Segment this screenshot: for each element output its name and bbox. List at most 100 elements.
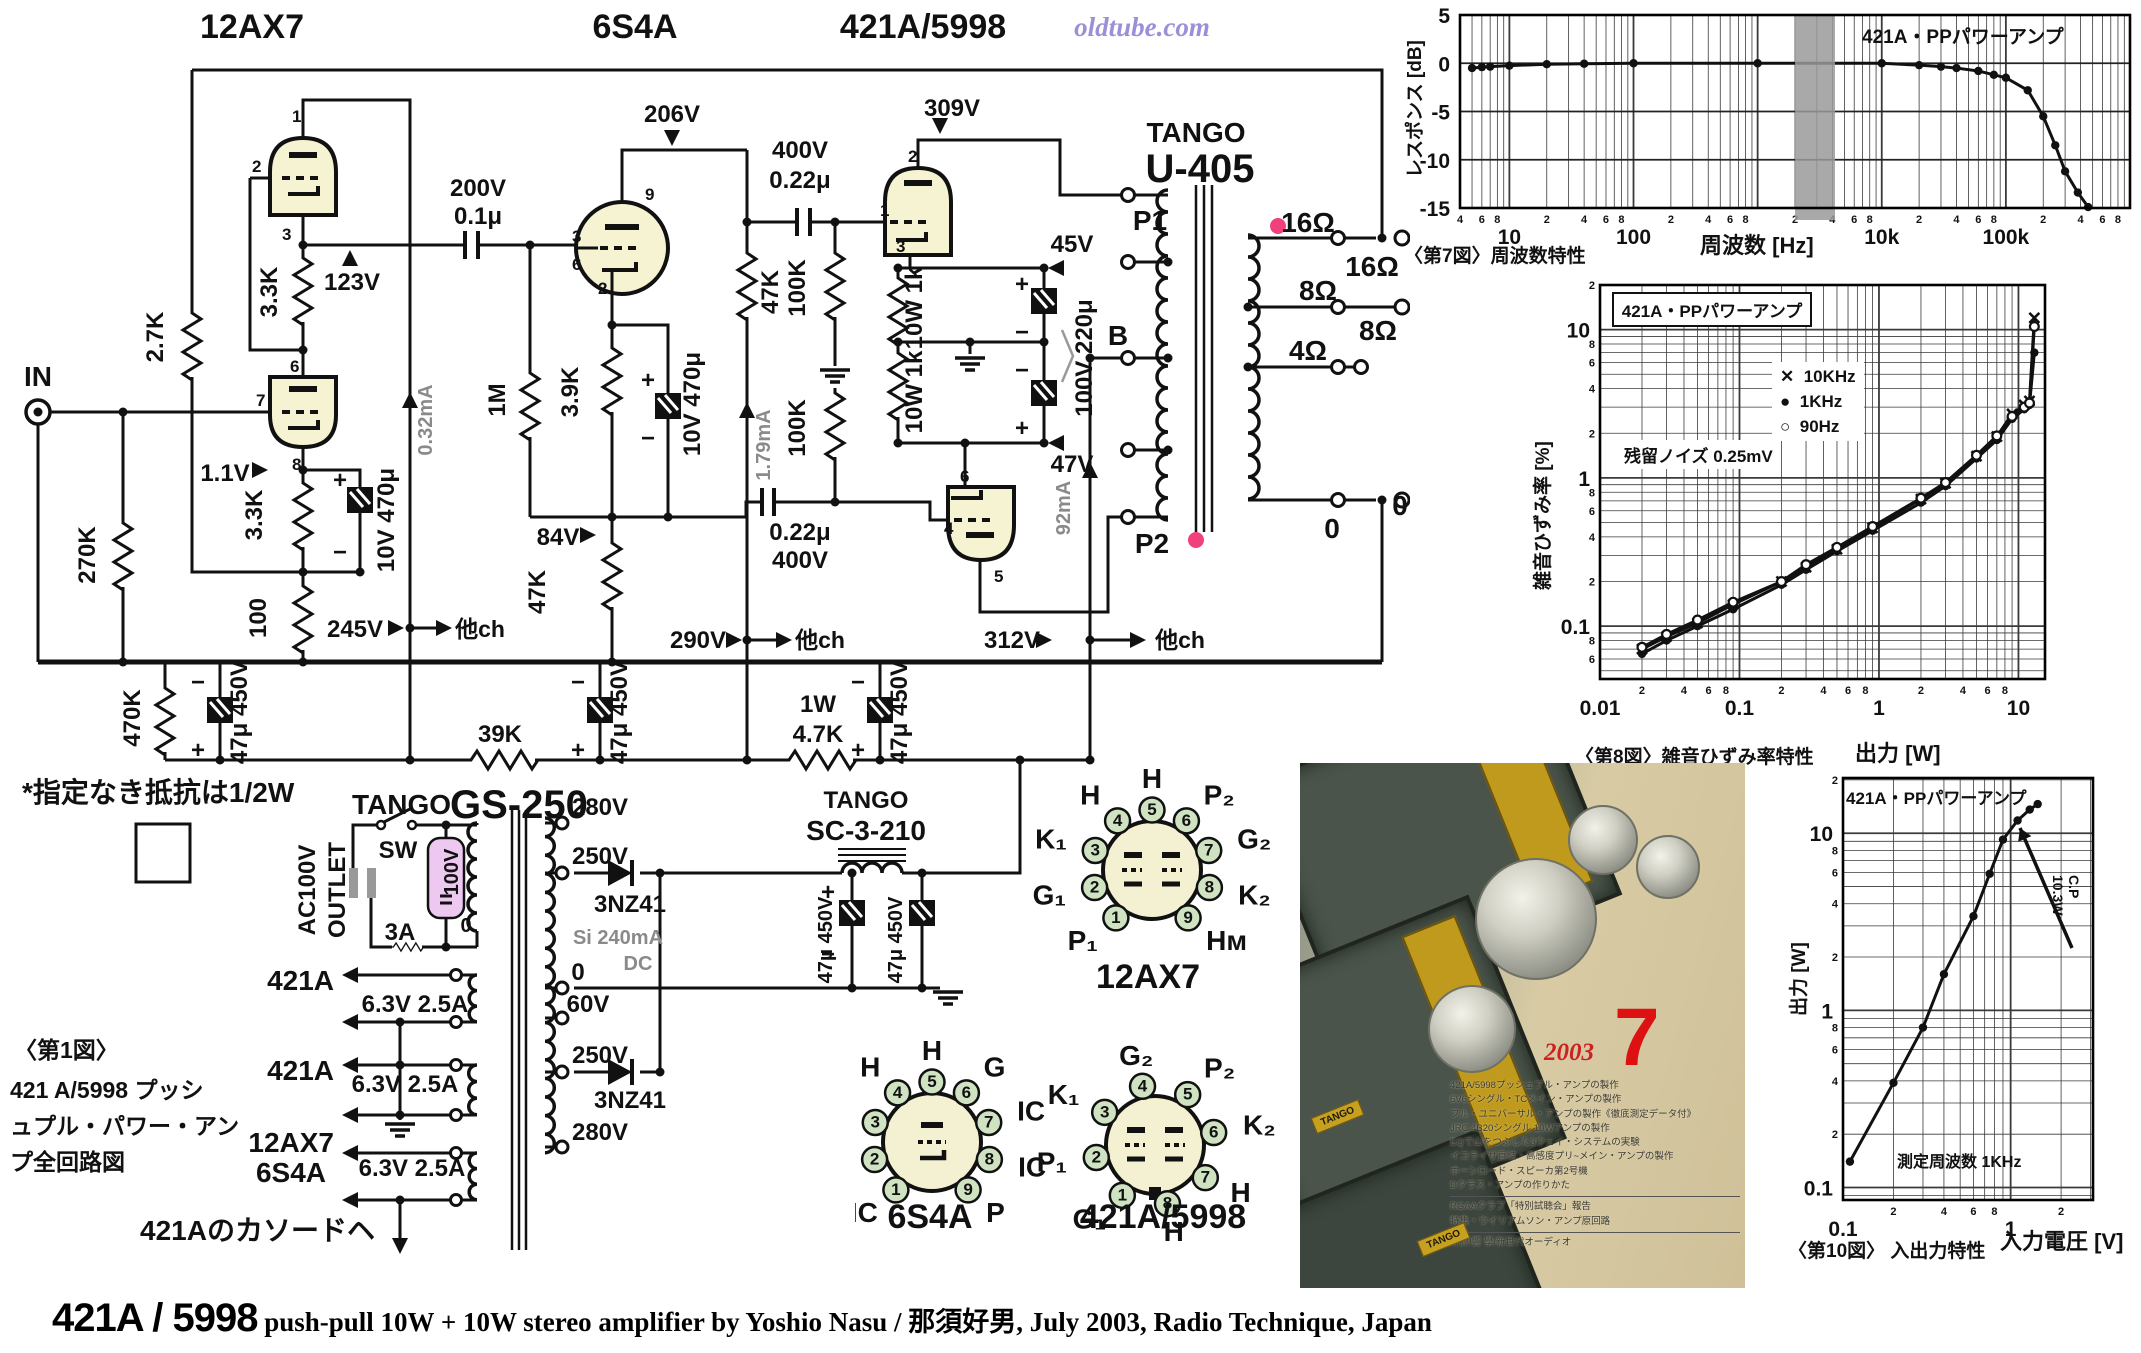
sec-8ohm-b: 8Ω — [1359, 315, 1397, 346]
chart2-xlabel: 出力 [W] — [1855, 741, 1941, 766]
svg-text:3: 3 — [871, 1112, 880, 1131]
resistor-4k7-w: 1W — [800, 691, 836, 718]
resistor-1k-10w-1: 10W 1k — [901, 266, 928, 349]
svg-text:0.01: 0.01 — [1580, 697, 1621, 720]
pin-label-G₁: G₁ — [1033, 879, 1066, 910]
choke-brand: TANGO — [824, 787, 909, 814]
dc-label: DC — [624, 953, 653, 975]
svg-text:4: 4 — [1832, 899, 1839, 911]
svg-text:4: 4 — [1820, 685, 1827, 697]
photo-issue: 7 — [1614, 992, 1660, 1083]
svg-text:0.1: 0.1 — [1828, 1218, 1858, 1241]
minus-sign: − — [821, 941, 835, 968]
svg-text:6: 6 — [1832, 868, 1838, 880]
pin-8 — [1153, 1189, 1182, 1218]
pt-model: GS-250 — [450, 783, 588, 827]
chart1-title: 421A・PPパワーアンプ — [1862, 27, 2064, 48]
sec-60v: 60V — [567, 991, 610, 1018]
svg-text:4: 4 — [1581, 214, 1588, 226]
cap-470u-a: 10V 470μ — [373, 468, 400, 572]
pin-label-K₂: K₂ — [1238, 879, 1271, 910]
sec-8ohm-a: 8Ω — [1299, 275, 1337, 306]
svg-text:2: 2 — [1589, 280, 1595, 292]
svg-text:4: 4 — [1960, 685, 1967, 697]
pin-label-G₂: G₂ — [1119, 1040, 1153, 1071]
pin-label-IC: IC — [1018, 1151, 1046, 1182]
pin-number: 1 — [880, 201, 889, 220]
svg-text:6: 6 — [1984, 685, 1990, 697]
svg-text:100k: 100k — [1983, 226, 2030, 249]
voltage-45v: 45V — [1051, 231, 1094, 258]
pin-number: 2 — [598, 279, 607, 298]
photo-year: 2003 — [1544, 1039, 1594, 1066]
pin-label-Hм: Hм — [1206, 925, 1247, 956]
chart3-caption: 〈第10図〉 入出力特性 — [1788, 1241, 1986, 1262]
svg-text:6: 6 — [1975, 214, 1981, 226]
svg-text:8: 8 — [2115, 214, 2121, 226]
svg-text:4: 4 — [1941, 1206, 1948, 1218]
heater-v1: 6.3V 2.5A — [362, 991, 469, 1018]
svg-text:8: 8 — [2002, 685, 2008, 697]
svg-text:8: 8 — [1832, 1023, 1838, 1035]
cap-220u: 100V 220μ — [1071, 299, 1098, 416]
svg-text:6: 6 — [1182, 811, 1191, 830]
pin-4 — [883, 1079, 912, 1107]
pin-4 — [1128, 1072, 1157, 1101]
svg-text:8: 8 — [1589, 339, 1595, 351]
svg-text:10k: 10k — [1864, 226, 1899, 249]
svg-text:7: 7 — [1201, 1168, 1210, 1187]
voltage-123v: 123V — [324, 269, 380, 296]
svg-text:6: 6 — [1209, 1123, 1218, 1142]
cap-022-b: 0.22μ — [769, 519, 830, 546]
chart2-caption: 〈第8図〉雑音ひずみ率特性 — [1575, 747, 1814, 768]
resistor-100: 100 — [245, 598, 272, 638]
svg-text:6: 6 — [1832, 1045, 1838, 1057]
plus-sign: + — [851, 737, 865, 764]
pin-5 — [1138, 796, 1166, 824]
svg-text:8: 8 — [1991, 1206, 1997, 1218]
svg-text:10: 10 — [1498, 226, 1521, 249]
svg-text:2: 2 — [2058, 1206, 2064, 1218]
choke-model: SC-3-210 — [806, 815, 926, 846]
svg-text:2: 2 — [1589, 577, 1595, 589]
article-line: イコライザ直結・高感度プリ~メイン・アンプの製作 — [1450, 1151, 1674, 1163]
pin-7 — [974, 1108, 1003, 1137]
pinout-6S4A: 1IC2K3G4H5H6G7IC8IC9P6S4A — [855, 1035, 1046, 1236]
watermark: oldtube.com — [1074, 12, 1210, 42]
svg-text:9: 9 — [963, 1180, 972, 1199]
pin-label-H: H — [1142, 763, 1162, 794]
svg-text:10: 10 — [1567, 320, 1590, 343]
minus-sign: − — [571, 669, 585, 696]
legend-90hz: ○ 90Hz — [1780, 417, 1840, 436]
article-line: EQで山をつぶした3ウェイ・システムの実験 — [1450, 1137, 1640, 1149]
si-rating: Si 240mA — [573, 927, 663, 949]
plus-sign: + — [1015, 415, 1029, 442]
pin-number: 3 — [896, 237, 905, 256]
resistor-note: *指定なき抵抗は1/2W — [22, 776, 295, 808]
svg-text:-15: -15 — [1420, 198, 1451, 221]
current-032ma: 0.32mA — [415, 384, 437, 455]
pin-8 — [1195, 873, 1224, 902]
svg-text:5: 5 — [1183, 1085, 1192, 1104]
opt-b: B — [1108, 320, 1128, 351]
heater-421a-1: 421A — [267, 965, 334, 996]
resistor-39k: 39K — [478, 721, 523, 748]
markers — [118, 118, 1387, 1254]
svg-text:8: 8 — [1589, 487, 1595, 499]
plus-sign: + — [191, 737, 205, 764]
article-line: Dクラス・アンプの作りかた — [1450, 1180, 1571, 1192]
diode-3nz41-2: 3NZ41 — [594, 1087, 666, 1114]
pin-1 — [882, 1176, 910, 1204]
cap-01u-v: 200V — [450, 175, 506, 202]
voltage-206v: 206V — [644, 101, 700, 128]
article-line: 6V6シングル・TCメイン・アンプの製作 — [1450, 1094, 1622, 1106]
voltage-245v: 245V — [327, 616, 383, 643]
pinout-title: 6S4A — [887, 1198, 972, 1236]
cap-022-b-v: 400V — [772, 547, 828, 574]
voltage-312v: 312V — [984, 627, 1040, 654]
svg-text:0.1: 0.1 — [1804, 1177, 1834, 1200]
svg-text:8: 8 — [985, 1150, 994, 1169]
svg-text:0.1: 0.1 — [1561, 616, 1591, 639]
phase-dot — [1188, 532, 1204, 548]
